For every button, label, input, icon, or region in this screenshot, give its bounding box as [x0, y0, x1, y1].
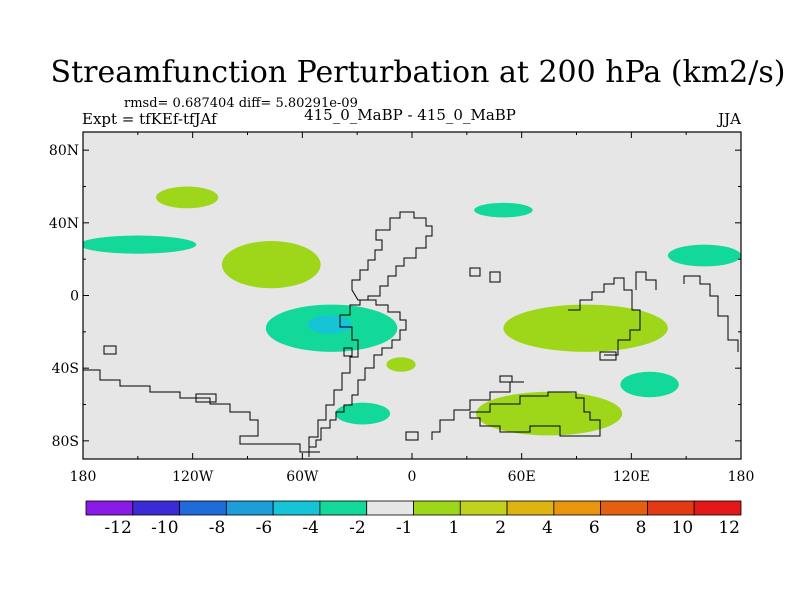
- x-tick-label: 120E: [613, 469, 650, 485]
- colorbar-label: -6: [256, 518, 273, 538]
- map-panel: 180 120W 60W 0 60E 120E 180 80N 40N 0 40S 80S: [49, 131, 755, 485]
- colorbar-label: -1: [396, 518, 413, 538]
- colorbar-label: 12: [718, 518, 740, 538]
- x-tick-label: 120W: [172, 469, 214, 485]
- field-region-positive: [221, 241, 321, 289]
- colorbar-label: 4: [542, 518, 553, 538]
- x-tick-label: 60W: [286, 469, 319, 485]
- season-label: JJA: [716, 110, 741, 128]
- colorbar-swatch: [693, 500, 742, 516]
- field-region-negative: [620, 371, 679, 398]
- colorbar-label: 2: [495, 518, 506, 538]
- x-tick-label: 180: [70, 469, 97, 485]
- colorbar-swatch: [179, 500, 227, 516]
- coastline-maritime: [635, 271, 739, 352]
- colorbar-label: -10: [151, 518, 178, 538]
- y-tick-label: 40S: [52, 361, 79, 377]
- x-tick-label: 180: [728, 469, 755, 485]
- x-tick-label: 60E: [508, 469, 536, 485]
- colorbar-swatch: [319, 500, 368, 516]
- field-region-negative: [335, 402, 391, 425]
- chart-title: Streamfunction Perturbation at 200 hPa (…: [51, 55, 786, 90]
- colorbar-swatch: [225, 500, 274, 516]
- colorbar-label: -12: [104, 518, 131, 538]
- field-region-positive: [503, 304, 668, 352]
- colorbar-label: 10: [672, 518, 694, 538]
- field-region-negative: [307, 315, 352, 334]
- colorbar-swatch: [553, 500, 602, 516]
- colorbar-swatch: [459, 500, 508, 516]
- case-label: 415_0_MaBP - 415_0_MaBP: [304, 106, 516, 124]
- coastline-north-america: [351, 211, 433, 301]
- coastline-australia: [469, 391, 601, 437]
- colorbar-label: -4: [302, 518, 319, 538]
- field-region-negative: [83, 235, 197, 254]
- colorbar-label: -2: [349, 518, 366, 538]
- coastline-layer: [83, 211, 739, 457]
- coastline-asia: [568, 277, 641, 356]
- coastline-south-america: [308, 299, 407, 457]
- colorbar-label: 1: [448, 518, 459, 538]
- x-axis: 180 120W 60W 0 60E 120E 180: [70, 132, 755, 485]
- colorbar-swatch: [272, 500, 321, 516]
- colorbar-label: 8: [636, 518, 647, 538]
- field-region-negative: [667, 244, 741, 267]
- colorbar-swatch: [600, 500, 648, 516]
- colorbar-swatch: [366, 500, 414, 516]
- y-axis: 80N 40N 0 40S 80S: [49, 143, 741, 450]
- map-background: [83, 132, 741, 459]
- field-region-positive: [386, 357, 416, 372]
- colorbar-swatch: [85, 500, 134, 516]
- y-tick-label: 80N: [49, 143, 79, 159]
- colorbar-swatch: [132, 500, 180, 516]
- x-tick-label: 0: [408, 469, 417, 485]
- field-region-negative: [474, 202, 533, 218]
- coastline-antarctica: [83, 345, 617, 453]
- colorbar: -12 -10 -8 -6 -4 -2 -1 1 2 4 6 8 10 12: [85, 500, 742, 538]
- experiment-label: Expt = tfKEf-tfJAf: [82, 110, 218, 128]
- y-tick-label: 0: [70, 289, 79, 305]
- y-tick-label: 40N: [49, 216, 79, 232]
- y-tick-label: 80S: [52, 434, 79, 450]
- field-region-positive: [475, 391, 623, 436]
- field-region-positive: [156, 186, 219, 209]
- colorbar-swatch: [413, 500, 461, 516]
- coastline-africa: [431, 381, 524, 440]
- stats-label: rmsd= 0.687404 diff= 5.80291e-09: [124, 96, 358, 111]
- colorbar-swatch: [647, 500, 695, 516]
- coastline-islands: [343, 267, 501, 441]
- colorbar-label: 6: [589, 518, 600, 538]
- colorbar-label: -8: [209, 518, 226, 538]
- colorbar-swatch: [506, 500, 555, 516]
